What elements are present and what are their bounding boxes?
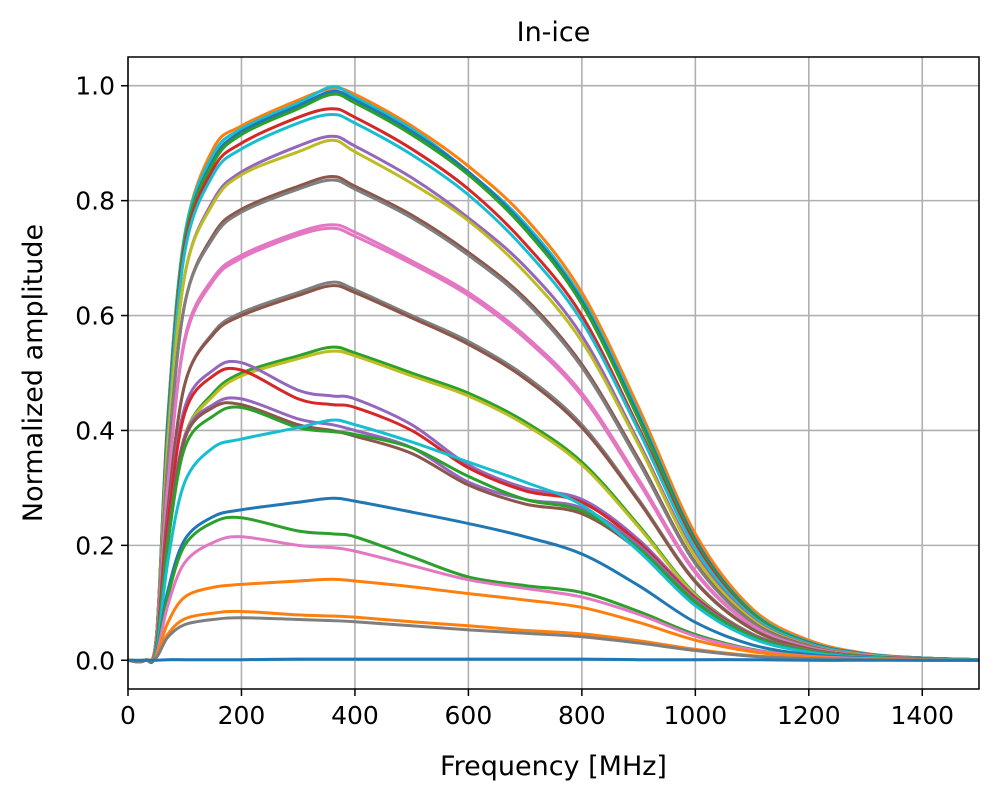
y-tick-label: 0.0: [75, 646, 115, 675]
x-tick-label: 0: [120, 701, 136, 730]
series-line: [128, 226, 979, 664]
y-tick-label: 0.8: [75, 187, 115, 216]
y-tick-label: 1.0: [75, 72, 115, 101]
series-line: [128, 577, 979, 663]
grid-lines: [127, 57, 979, 689]
series-line: [128, 178, 979, 664]
x-tick-label: 200: [218, 701, 266, 730]
axis-ticks: 0 200 400 600 800 1000 1200 1400 0.0 0.2 0.4 0.6 0.8…: [75, 72, 954, 730]
chart-title: In-ice: [517, 17, 591, 48]
x-tick-label: 600: [445, 701, 493, 730]
y-tick-label: 0.2: [75, 531, 115, 560]
y-axis-label: Normalized amplitude: [18, 224, 49, 522]
series-lines: [128, 85, 979, 664]
x-tick-label: 800: [558, 701, 606, 730]
plot-frame: [127, 56, 980, 690]
x-tick-label: 400: [331, 701, 379, 730]
series-line: [128, 496, 979, 663]
y-tick-label: 0.6: [75, 302, 115, 331]
series-line: [128, 418, 979, 663]
series-line: [128, 405, 979, 663]
x-tick-label: 1200: [777, 701, 841, 730]
series-line: [128, 616, 979, 662]
x-tick-label: 1000: [664, 701, 728, 730]
y-tick-label: 0.4: [75, 416, 115, 445]
x-axis-label: Frequency [MHz]: [440, 751, 667, 782]
x-tick-label: 1400: [890, 701, 954, 730]
series-line: [128, 657, 979, 662]
